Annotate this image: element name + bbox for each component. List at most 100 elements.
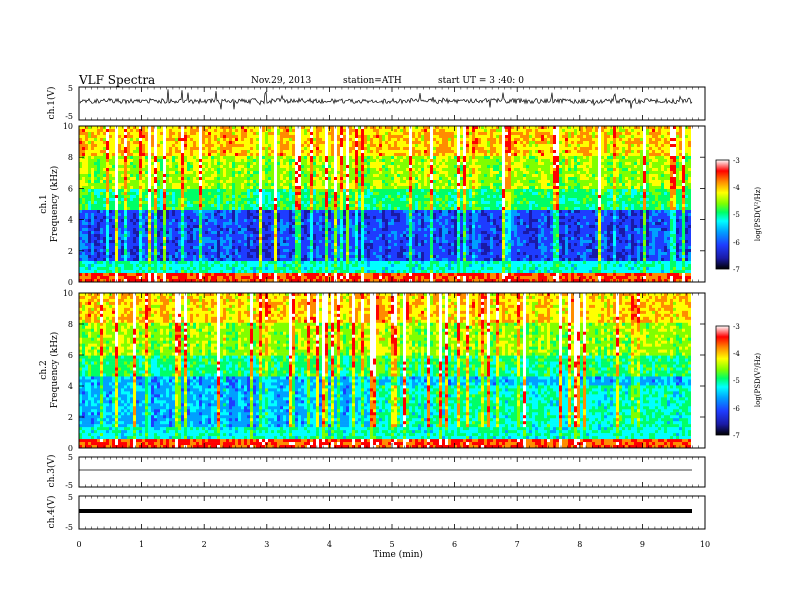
spectrogram-cell (307, 168, 310, 172)
spectrogram-cell (349, 216, 355, 220)
spectrogram-cell (349, 183, 355, 187)
spectrogram-cell (679, 153, 682, 157)
spectrogram-cell (358, 192, 361, 196)
spectrogram-cell (517, 210, 526, 214)
spectrogram-cell (283, 150, 292, 154)
spectrogram-cell (511, 183, 514, 187)
spectrogram-cell (505, 141, 511, 145)
spectrogram-cell (217, 150, 220, 154)
spectrogram-cell (421, 189, 424, 193)
spectrogram-cell (607, 177, 610, 181)
spectrogram-cell (490, 156, 493, 160)
spectrogram-cell (442, 225, 445, 229)
spectrogram-cell (292, 213, 295, 217)
spectrogram-cell (406, 204, 409, 208)
spectrogram-cell (505, 210, 511, 214)
spectrogram-cell (409, 126, 412, 130)
spectrogram-cell (229, 219, 232, 223)
spectrogram-cell (409, 162, 412, 166)
spectrogram-cell (271, 216, 274, 220)
spectrogram-cell (190, 147, 199, 151)
spectrogram-cell (532, 216, 544, 220)
spectrogram-cell (82, 231, 88, 235)
spectrogram-cell (109, 144, 115, 148)
spectrogram-cell (454, 201, 457, 205)
spectrogram-cell (112, 153, 115, 157)
spectrogram-cell (517, 180, 520, 184)
spectrogram-cell (310, 180, 313, 184)
spectrogram-cell (385, 180, 394, 184)
spectrogram-cell (496, 129, 502, 133)
spectrogram-cell (367, 162, 370, 166)
spectrogram-cell (199, 219, 202, 223)
spectrogram-cell (553, 195, 556, 199)
spectrogram-cell (103, 129, 106, 133)
spectrogram-cell (460, 168, 463, 172)
spectrogram-cell (223, 144, 226, 148)
spectrogram-cell (370, 171, 379, 175)
spectrogram-cell (409, 186, 412, 190)
spectrogram-cell (79, 216, 85, 220)
spectrogram-cell (355, 129, 358, 133)
spectrogram-cell (247, 195, 250, 199)
spectrogram-cell (337, 165, 340, 169)
spectrogram-cell (682, 147, 685, 151)
spectrogram-cell (619, 162, 622, 166)
spectrogram-cell (607, 162, 613, 166)
spectrogram-cell (355, 180, 358, 184)
spectrogram-cell (463, 147, 466, 151)
spectrogram-cell (301, 222, 304, 226)
spectrogram-cell (181, 180, 184, 184)
spectrogram-cell (565, 141, 568, 145)
spectrogram-cell (544, 171, 550, 175)
spectrogram-cell (145, 138, 148, 142)
spectrogram-cell (505, 153, 508, 157)
spectrogram-cell (181, 204, 184, 208)
spectrogram-cell (421, 183, 424, 187)
spectrogram-cell (220, 225, 223, 229)
spectrogram-cell (613, 222, 619, 226)
spectrogram-cell (169, 135, 172, 139)
spectrogram-cell (520, 141, 523, 145)
spectrogram-cell (235, 171, 238, 175)
spectrogram-cell (547, 225, 550, 229)
spectrogram-cell (181, 186, 184, 190)
spectrogram-cell (406, 168, 409, 172)
spectrogram-cell (205, 198, 211, 202)
spectrogram-cell (334, 219, 337, 223)
spectrogram-cell (598, 168, 601, 172)
spectrogram-cell (469, 174, 472, 178)
spectrogram-cell (496, 126, 499, 130)
spectrogram-cell (190, 135, 199, 139)
spectrogram-cell (619, 222, 622, 226)
spectrogram-cell (211, 183, 214, 187)
spectrogram-cell (79, 153, 82, 157)
spectrogram-cell (337, 129, 340, 133)
spectrogram-cell (502, 225, 505, 229)
spectrogram-cell (340, 186, 343, 190)
spectrogram-cell (649, 213, 652, 217)
spectrogram-cell (355, 198, 358, 202)
spectrogram-cell (163, 153, 166, 157)
spectrogram-cell (682, 168, 685, 172)
spectrogram-cell (643, 150, 646, 154)
spectrogram-cell (373, 156, 376, 160)
spectrogram-cell (385, 225, 388, 229)
spectrogram-cell (148, 204, 151, 208)
spectrogram-cell (346, 153, 349, 157)
spectrogram-cell (142, 198, 145, 202)
spectrogram-cell (238, 135, 241, 139)
spectrogram-cell (514, 207, 517, 211)
spectrogram-cell (532, 222, 541, 226)
spectrogram-cell (448, 195, 451, 199)
spectrogram-cell (499, 171, 502, 175)
spectrogram-cell (436, 162, 439, 166)
spectrogram-cell (157, 156, 163, 160)
spectrogram-cell (628, 189, 631, 193)
spectrogram-cell (538, 129, 553, 133)
spectrogram-cell (82, 210, 97, 214)
spectrogram-cell (472, 147, 475, 151)
spectrogram-cell (391, 210, 394, 214)
spectrogram-cell (349, 162, 352, 166)
spectrogram-cell (304, 186, 307, 190)
